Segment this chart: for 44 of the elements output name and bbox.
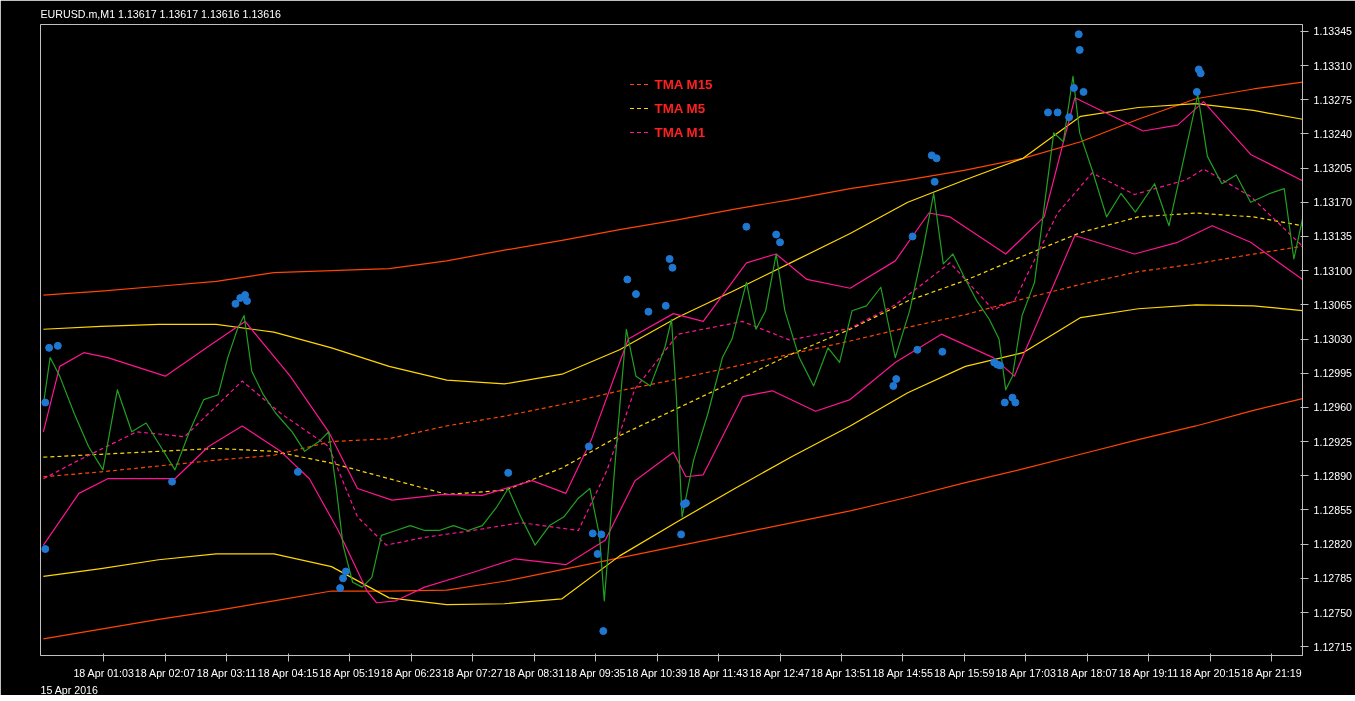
x-tick-label: 18 Apr 01:03 — [73, 666, 134, 679]
y-tick-label: 1.13065 — [1313, 298, 1353, 311]
y-tick-label: 1.12960 — [1313, 401, 1353, 414]
y-tick-label: 1.12995 — [1313, 367, 1353, 380]
y-tick-label: 1.12890 — [1313, 469, 1353, 482]
x-tick-label: 18 Apr 21:19 — [1241, 666, 1302, 679]
x-tick-label: 18 Apr 15:59 — [933, 666, 995, 679]
x-tick-label: 18 Apr 08:31 — [503, 666, 565, 679]
legend-label: TMA M15 — [654, 76, 713, 92]
x-tick-label: 18 Apr 07:27 — [442, 666, 503, 679]
x-tick-label: 18 Apr 17:03 — [995, 666, 1056, 679]
x-tick-label: 18 Apr 14:55 — [872, 666, 933, 679]
x-tick-label: 18 Apr 02:07 — [134, 666, 196, 679]
y-tick-label: 1.12820 — [1313, 538, 1353, 551]
y-tick-label: 1.12750 — [1313, 606, 1353, 619]
text: 15 Apr 2016 — [40, 683, 99, 696]
x-tick-label: 18 Apr 12:47 — [749, 666, 811, 679]
y-tick-label: 1.13030 — [1313, 333, 1353, 346]
y-tick-label: 1.12715 — [1313, 640, 1353, 653]
y-tick-label: 1.13135 — [1313, 230, 1353, 243]
y-tick-label: 1.12925 — [1313, 435, 1353, 448]
y-tick-label: 1.13310 — [1313, 59, 1353, 72]
x-tick-label: 18 Apr 11:43 — [688, 666, 749, 679]
x-tick-label: 18 Apr 03:11 — [196, 666, 257, 679]
x-tick-label: 18 Apr 10:39 — [626, 666, 688, 679]
y-tick-label: 1.13100 — [1313, 264, 1353, 277]
y-tick-label: 1.12855 — [1313, 503, 1353, 516]
y-tick-label: 1.13275 — [1313, 93, 1353, 106]
x-tick-label: 18 Apr 04:15 — [257, 666, 319, 679]
x-tick-label: 18 Apr 09:35 — [565, 666, 626, 679]
legend-label: TMA M5 — [654, 100, 706, 116]
x-tick-label: 18 Apr 13:51 — [810, 666, 872, 679]
y-tick-label: 1.13240 — [1313, 127, 1353, 140]
x-tick-label: 18 Apr 18:07 — [1056, 666, 1118, 679]
x-tick-label: 18 Apr 20:15 — [1179, 666, 1241, 679]
x-tick-label: 18 Apr 05:19 — [319, 666, 380, 679]
legend-label: TMA M1 — [654, 124, 706, 140]
chart-title: EURUSD.m,M1 1.13617 1.13617 1.13616 1.13616 — [40, 7, 282, 20]
y-tick-label: 1.13345 — [1313, 25, 1353, 38]
x-tick-label: 18 Apr 19:11 — [1118, 666, 1179, 679]
y-tick-label: 1.13170 — [1313, 196, 1353, 209]
x-tick-label: 18 Apr 06:23 — [380, 666, 442, 679]
y-tick-label: 1.13205 — [1313, 162, 1353, 175]
y-tick-label: 1.12785 — [1313, 572, 1353, 585]
